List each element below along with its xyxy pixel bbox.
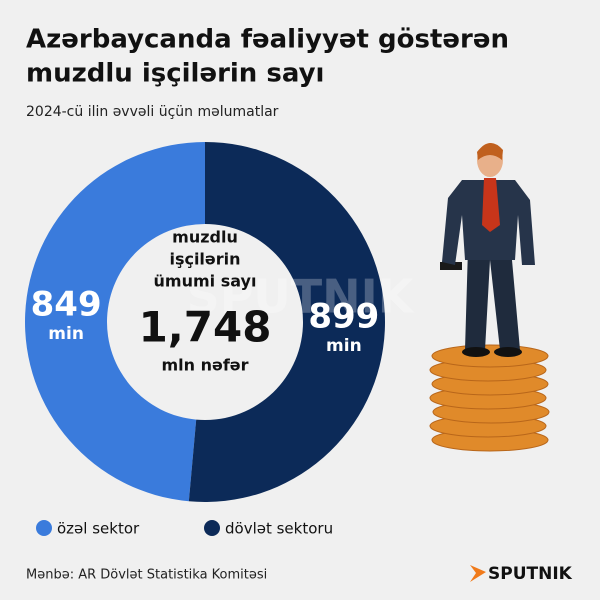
illustration [429, 142, 550, 452]
center-caption: muzdlu [172, 228, 238, 247]
legend-label: dövlət sektoru [225, 520, 333, 538]
legend-label: özəl sektor [57, 520, 140, 538]
chart-subtitle: 2024-cü ilin əvvəli üçün məlumatlar [26, 104, 279, 120]
logo-icon [470, 565, 486, 582]
center-caption: ümumi sayı [154, 272, 257, 291]
legend-marker [36, 520, 52, 536]
center-value: 1,748 [139, 303, 272, 352]
chart-title: muzdlu işçilərin sayı [26, 59, 324, 89]
center-caption: işçilərin [169, 250, 240, 269]
donut-slice [25, 142, 205, 502]
legend-marker [204, 520, 220, 536]
center-unit: mln nəfər [161, 356, 248, 375]
value-label: 899 [308, 297, 379, 337]
watermark: SPUTNIK [187, 270, 416, 324]
source: Mənbə: AR Dövlət Statistika Komitəsi [26, 568, 267, 583]
value-unit: min [326, 336, 362, 356]
donut-slice [188, 142, 386, 503]
value-unit: min [48, 324, 84, 344]
chart-title: Azərbaycanda fəaliyyət göstərən [26, 25, 509, 55]
value-label: 849 [31, 284, 102, 324]
logo: SPUTNIK [488, 564, 573, 584]
